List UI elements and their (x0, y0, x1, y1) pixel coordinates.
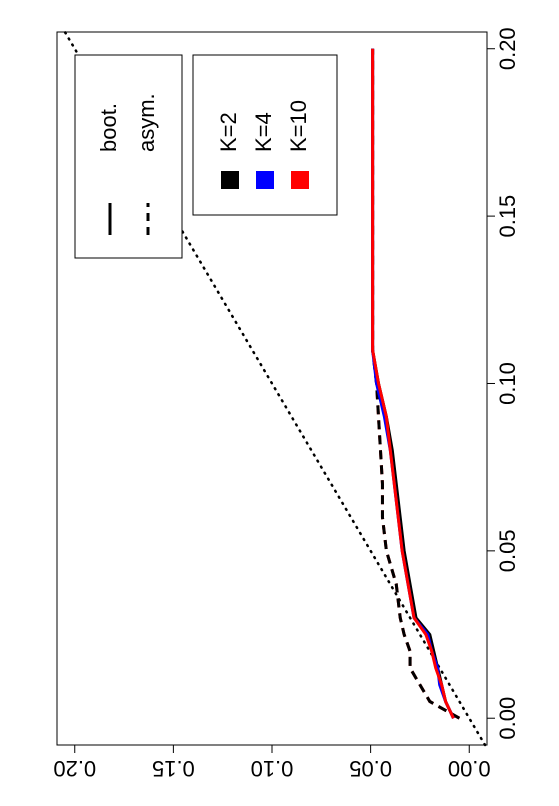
x-tick-label: 0.15 (495, 195, 520, 238)
y-tick-label: 0.20 (53, 756, 96, 781)
legend-label: asym. (134, 93, 159, 152)
legend-label: K=4 (251, 112, 276, 152)
series-line (371, 48, 461, 720)
legend-swatch (221, 171, 239, 189)
rotated-plot: 0.00 0.05 0.10 0.15 0.20 0.00 0.05 0.10 0.15 0.20… (53, 27, 519, 781)
legend-label: boot. (96, 103, 121, 152)
legend-box (74, 54, 183, 259)
x-tick-label: 0.05 (495, 529, 520, 572)
y-tick-label: 0.10 (251, 756, 294, 781)
y-tick-label: 0.05 (349, 756, 392, 781)
legend-label: K=10 (286, 100, 311, 152)
legend-swatch (291, 171, 309, 189)
legend-swatch (256, 171, 274, 189)
legend-label: K=2 (216, 112, 241, 152)
x-tick-label: 0.00 (495, 697, 520, 740)
y-tick-label: 0.15 (152, 756, 195, 781)
x-tick-label: 0.10 (495, 362, 520, 405)
x-tick-label: 0.20 (495, 27, 520, 70)
y-tick-label: 0.00 (448, 756, 491, 781)
series-line (371, 48, 455, 719)
reference-diagonal (63, 30, 487, 747)
